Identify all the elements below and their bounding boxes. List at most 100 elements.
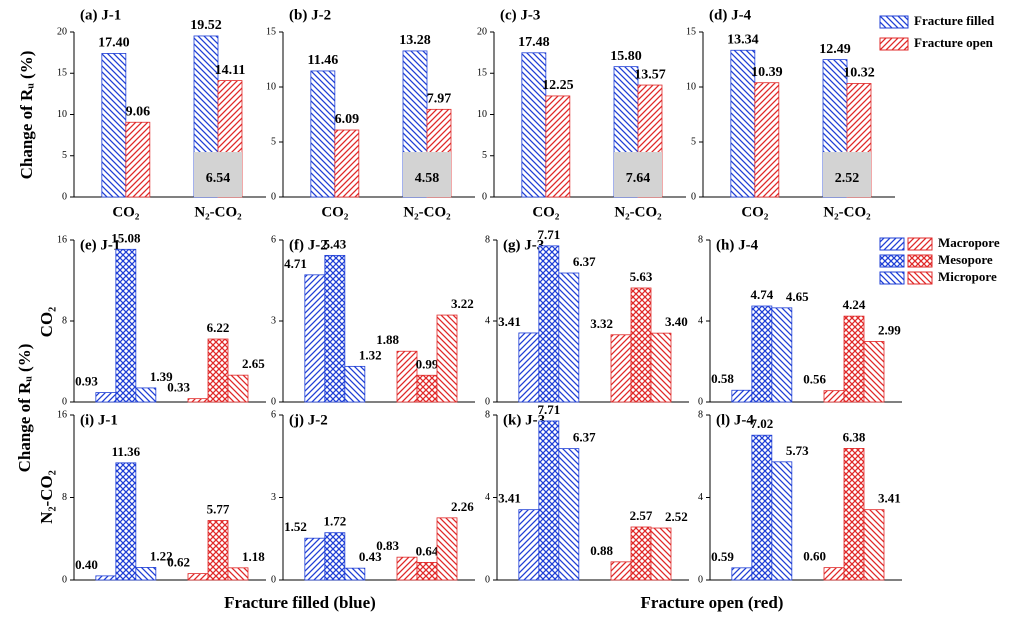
value-label: 1.18	[242, 549, 265, 564]
value-label: 19.52	[190, 18, 222, 33]
value-label: 0.64	[416, 543, 439, 558]
panel-title: (c) J-3	[500, 7, 540, 23]
value-label: 0.43	[359, 549, 382, 564]
value-label: 13.57	[634, 67, 666, 82]
bar	[344, 365, 366, 403]
y-tick-label: 0	[271, 574, 276, 585]
value-label: 1.39	[150, 369, 173, 384]
value-label: 4.74	[750, 287, 773, 302]
bar	[227, 567, 249, 581]
panel-title: (g) J-3	[503, 237, 544, 253]
y-tick-label: 0	[485, 396, 490, 407]
panel-title: (j) J-2	[289, 412, 328, 428]
value-label: 3.41	[498, 491, 521, 506]
value-label: 2.57	[630, 508, 653, 523]
bar	[751, 434, 773, 581]
x-tick-label: CO₂	[112, 204, 140, 220]
bar	[436, 517, 458, 581]
y-tick-label: 4	[485, 315, 490, 326]
bar	[843, 315, 865, 403]
bar	[843, 448, 865, 581]
panel-title: (a) J-1	[80, 7, 121, 23]
value-label: 13.34	[727, 32, 759, 47]
y-tick-label: 16	[57, 234, 67, 245]
value-label: 4.65	[786, 289, 809, 304]
legend-swatch	[907, 271, 933, 285]
bar	[310, 70, 336, 198]
value-label: 3.41	[498, 314, 521, 329]
y-tick-label: 15	[686, 26, 696, 37]
value-label: 6.09	[335, 112, 360, 127]
y-tick-label: 8	[485, 409, 490, 420]
value-label: 15.80	[610, 49, 642, 64]
bar	[125, 121, 151, 198]
x-tick-label: N₂-CO₂	[823, 204, 871, 220]
panel-title: (k) J-3	[503, 412, 545, 428]
y-tick-label: 0	[62, 396, 67, 407]
x-axis-label: Fracture open (red)	[641, 593, 784, 612]
bar	[436, 314, 458, 403]
bar	[823, 567, 845, 581]
legend-swatch	[879, 237, 905, 251]
value-label: 0.40	[75, 557, 98, 572]
row-label: CO₂	[37, 307, 56, 338]
y-tick-label: 16	[57, 409, 67, 420]
bar	[650, 332, 672, 403]
x-tick-label: N₂-CO₂	[403, 204, 451, 220]
bar	[650, 527, 672, 581]
value-label: 3.41	[878, 491, 901, 506]
y-tick-label: 0	[482, 191, 487, 202]
value-label: 5.73	[786, 443, 809, 458]
y-tick-label: 0	[271, 396, 276, 407]
bar	[771, 307, 793, 403]
bar	[538, 245, 560, 403]
annotation: 6.54	[206, 171, 231, 186]
value-label: 2.52	[665, 509, 688, 524]
value-label: 0.60	[803, 549, 826, 564]
value-label: 6.37	[573, 430, 596, 445]
value-label: 0.99	[416, 356, 439, 371]
y-tick-label: 0	[271, 191, 276, 202]
value-label: 2.99	[878, 322, 901, 337]
bar	[558, 448, 580, 581]
value-label: 17.40	[98, 36, 130, 51]
y-tick-label: 0	[62, 191, 67, 202]
legend-swatch	[879, 271, 905, 285]
x-tick-label: N₂-CO₂	[614, 204, 662, 220]
bar	[518, 509, 540, 581]
y-tick-label: 10	[686, 81, 696, 92]
bar	[730, 49, 756, 198]
value-label: 14.11	[215, 63, 246, 78]
bar	[227, 374, 249, 403]
value-label: 15.08	[111, 230, 141, 245]
y-tick-label: 8	[62, 315, 67, 326]
value-label: 2.65	[242, 356, 265, 371]
bar	[187, 398, 209, 403]
y-tick-label: 0	[698, 396, 703, 407]
legend-label: Mesopore	[938, 252, 993, 267]
annotation-box	[823, 152, 871, 197]
bar	[135, 567, 157, 581]
y-tick-label: 3	[271, 492, 276, 503]
y-tick-label: 5	[271, 136, 276, 147]
x-tick-label: CO₂	[741, 204, 769, 220]
y-tick-label: 5	[482, 150, 487, 161]
x-axis-label: Fracture filled (blue)	[224, 593, 376, 612]
bar	[115, 462, 137, 581]
bar	[521, 52, 547, 198]
y-tick-label: 10	[477, 109, 487, 120]
y-tick-label: 15	[477, 68, 487, 79]
y-tick-label: 4	[485, 492, 490, 503]
bar	[416, 562, 438, 581]
bar	[731, 567, 753, 581]
value-label: 7.02	[750, 416, 773, 431]
bar	[396, 350, 418, 403]
value-label: 3.40	[665, 314, 688, 329]
value-label: 5.77	[207, 501, 230, 516]
value-label: 0.93	[75, 374, 98, 389]
panel-title: (l) J-4	[716, 412, 754, 428]
value-label: 6.38	[843, 429, 866, 444]
value-label: 17.48	[518, 35, 550, 50]
